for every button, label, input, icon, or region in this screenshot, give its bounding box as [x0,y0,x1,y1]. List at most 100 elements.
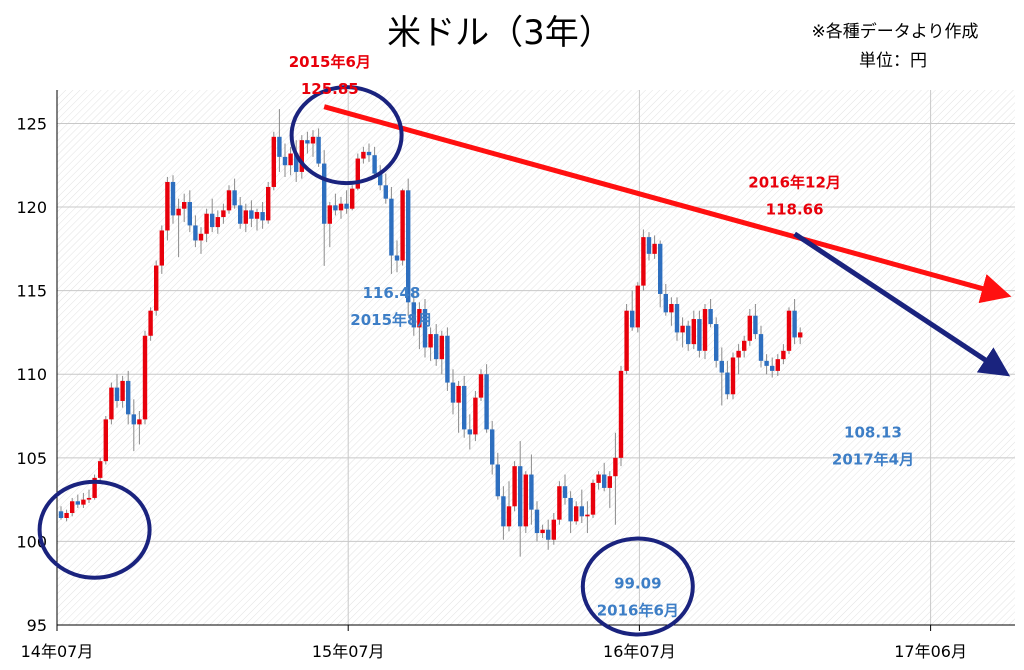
candle-down [238,205,243,224]
candle-up [736,350,741,358]
annotation-line-1: 99.09 [614,575,661,593]
chart-title: 米ドル（3年） [387,13,613,53]
candle-down [450,382,456,403]
navy-downtrend-trendline [793,231,1011,377]
candle-down [383,185,388,199]
candle-up [596,474,601,483]
unit-label: 単位：円 [859,51,927,71]
candle-up [81,499,86,505]
candle-down [210,213,215,228]
candle-up [652,243,657,254]
candle-up [439,335,444,360]
candle-up [798,332,803,338]
candle-up [669,304,674,313]
candle-down [322,163,327,224]
candle-down [770,365,775,371]
candle-up [585,514,590,517]
candle-up [92,477,97,498]
candle-up [159,230,164,266]
y-tick-label: 120 [16,198,47,217]
candle-up [691,319,696,345]
candle-up [310,136,316,144]
candle-up [523,474,528,527]
candle-down [725,372,730,395]
candle-down [394,255,400,261]
candle-down [411,302,416,328]
candle-up [198,233,204,241]
candle-down [501,496,506,527]
candle-down [378,173,383,186]
candle-up [338,203,344,211]
candle-down [674,304,680,333]
source-note: ※各種データより作成 [812,21,979,42]
candle-up [456,385,461,403]
candle-down [663,293,668,313]
candle-up [635,285,640,328]
red-resistance-trendline [323,104,1012,304]
candle-up [742,340,747,351]
x-tick-label: 17年06月 [894,642,967,661]
candle-up [506,506,512,527]
candle-up [428,334,433,348]
candle-up [512,466,517,507]
annotations: 2015年6月 125.85 116.48 2015年8月 99.09 2016年6月 20… [289,53,914,619]
candle-up [624,310,629,371]
candle-down [714,324,719,361]
annotation-line-1: 2016年12月 [748,173,841,191]
candle-down [579,506,584,517]
candle-up [176,208,181,216]
candle-up [473,397,478,435]
y-tick-label: 125 [16,114,47,133]
candle-down [170,181,176,216]
candle-up [215,217,220,228]
candle-up [400,190,405,261]
candle-up [137,419,142,425]
annotation-line-2: 2016年6月 [597,602,679,620]
candle-up [478,374,484,398]
candle-down [282,156,288,166]
highlight-circles [37,85,695,637]
candle-up [288,153,293,166]
candle-down [187,202,192,226]
candle-down [546,529,551,540]
candle-down [333,205,338,211]
candle-up [109,387,114,420]
candle-up [590,482,596,515]
candle-down [792,310,797,338]
candle-down [658,243,663,294]
candle-down [697,319,702,351]
annotation-line-2: 118.66 [766,200,824,218]
candles [58,109,803,557]
candle-down [316,136,321,164]
candle-down [529,474,534,510]
candle-up [142,335,148,420]
highlight-circle [37,479,152,580]
candle-up [417,309,422,328]
candle-down [58,511,64,518]
candle-up [266,186,271,221]
candle-up [361,151,366,159]
candle-down [462,385,467,430]
candle-up [154,265,159,311]
x-tick-label: 15年07月 [312,642,385,661]
candle-down [366,151,372,156]
candle-down [758,334,764,361]
candle-up [786,310,792,351]
candle-up [551,519,556,540]
candle-down [445,335,450,383]
candle-down [484,374,489,430]
candle-down [490,429,495,465]
candle-down [422,309,428,348]
candle-down [534,509,540,534]
candle-down [260,212,265,221]
annotation-line-1: 2015年6月 [289,53,371,71]
x-tick-label: 14年07月 [21,642,94,661]
candle-down [753,315,758,335]
candle-up [557,486,562,520]
candle-down [602,474,607,488]
candle-up [182,202,187,209]
candle-up [350,188,355,209]
candle-up [271,136,276,187]
candle-down [406,190,411,303]
